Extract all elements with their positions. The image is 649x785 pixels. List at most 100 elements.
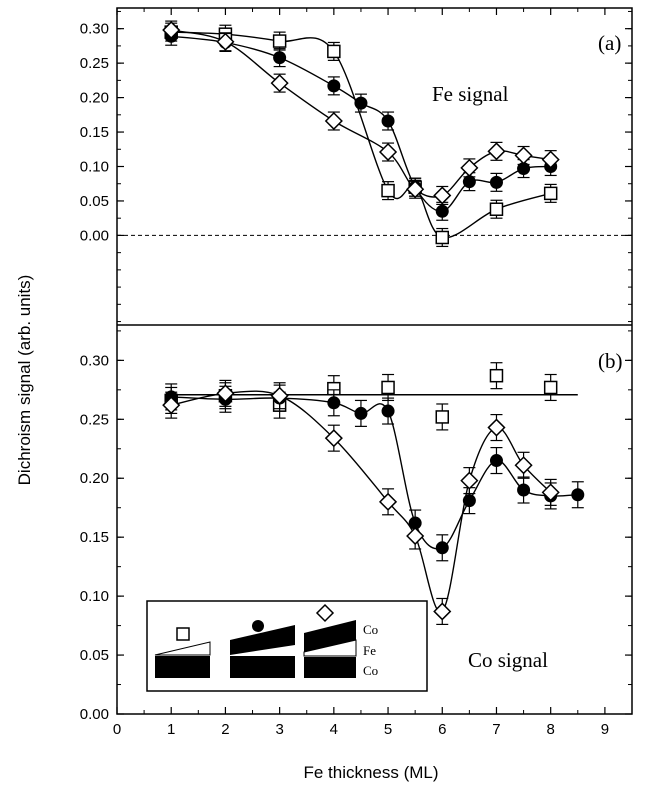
data-point-diamond: [487, 142, 506, 161]
inset-sample-3-fe-layer: [303, 639, 357, 657]
data-point-diamond: [216, 32, 235, 51]
y-tick-label: 0.00: [80, 227, 109, 244]
inset-sample-1-substrate: [155, 656, 210, 678]
data-point-circle: [327, 79, 341, 93]
data-point-circle: [462, 175, 476, 189]
x-tick-label: 4: [330, 721, 338, 738]
inset-legend-square-icon: [176, 627, 190, 641]
data-point-diamond: [270, 386, 289, 405]
data-point-diamond: [514, 456, 533, 475]
y-tick-label: 0.30: [80, 352, 109, 369]
x-tick-label: 8: [547, 721, 555, 738]
x-tick-label: 7: [492, 721, 500, 738]
y-tick-label: 0.15: [80, 124, 109, 141]
series-fit-curve: [171, 396, 578, 550]
y-tick-label: 0.25: [80, 411, 109, 428]
data-point-diamond: [541, 483, 560, 502]
panel-b-annotation: Co signal: [468, 648, 548, 672]
y-axis-title: Dichroism signal (arb. units): [15, 275, 34, 486]
data-point-square: [272, 34, 287, 48]
data-point-diamond: [406, 526, 425, 546]
data-point-square: [543, 186, 558, 201]
data-point-circle: [489, 454, 503, 468]
y-tick-label: 0.25: [80, 55, 109, 72]
data-point-circle: [435, 541, 449, 555]
panel-a-annotation: Fe signal: [432, 82, 509, 106]
y-tick-label: 0.20: [80, 470, 109, 487]
data-point-square: [381, 183, 395, 198]
data-point-circle: [571, 488, 585, 502]
data-point-diamond: [406, 180, 425, 199]
x-tick-label: 0: [113, 721, 121, 738]
data-point-circle: [517, 162, 531, 176]
data-point-square: [489, 368, 504, 383]
data-point-circle: [435, 204, 449, 218]
data-point-diamond: [378, 492, 398, 511]
data-point-square: [327, 44, 341, 59]
x-tick-label: 9: [601, 721, 609, 738]
data-point-square: [435, 230, 450, 245]
inset-sample-3-top-layer: [304, 620, 356, 652]
series-open-diamond: [162, 379, 560, 626]
panel-a-label: (a): [598, 31, 621, 55]
data-point-diamond: [324, 429, 343, 448]
data-point-square: [489, 202, 504, 216]
y-tick-label: 0.30: [80, 21, 109, 38]
y-tick-label: 0.15: [80, 529, 109, 546]
series-filled-circle: [164, 26, 558, 221]
data-point-circle: [354, 406, 368, 420]
panel-b-co-signal: 0.00 0.05 0.10 0.15 0.20 0.25 0.30: [80, 324, 632, 723]
inset-legend-diamond-icon: [315, 603, 335, 623]
data-point-square: [381, 380, 395, 395]
inset-label-co-top: Co: [363, 622, 378, 637]
x-axis-title: Fe thickness (ML): [303, 763, 438, 782]
data-point-circle: [489, 175, 503, 189]
inset-sample-2-substrate: [230, 656, 295, 678]
y-tick-label: 0.05: [80, 193, 109, 210]
x-tick-label: 1: [167, 721, 175, 738]
series-filled-circle: [164, 383, 585, 562]
data-point-square: [543, 380, 558, 395]
data-point-square: [435, 410, 450, 424]
panel-b-label: (b): [598, 349, 623, 373]
y-tick-label: 0.05: [80, 647, 109, 664]
data-point-diamond: [433, 602, 452, 621]
data-point-diamond: [433, 186, 452, 205]
data-point-diamond: [541, 150, 560, 169]
plot-border: [116, 7, 633, 715]
data-point-diamond: [460, 471, 479, 490]
data-point-circle: [381, 404, 395, 418]
data-point-circle: [273, 51, 287, 65]
panel-a-fe-signal: 0.00 0.05 0.10 0.15 0.20 0.25 0.30: [80, 10, 632, 323]
inset-sample-2-wedge: [230, 625, 295, 655]
data-point-circle: [381, 114, 395, 128]
y-tick-label: 0.20: [80, 90, 109, 107]
inset-legend-circle-icon: [252, 620, 264, 632]
data-point-diamond: [162, 396, 181, 415]
x-axis: 0 1 2 3 4 5 6 7 8 9: [113, 8, 633, 738]
inset-sample-1-wedge: [154, 641, 211, 656]
data-point-circle: [327, 396, 341, 410]
inset-label-fe: Fe: [363, 643, 376, 658]
data-point-circle: [517, 483, 531, 497]
data-point-diamond: [162, 20, 181, 40]
data-point-diamond: [378, 142, 398, 162]
series-open-diamond: [162, 20, 560, 206]
data-point-diamond: [324, 111, 343, 131]
x-tick-label: 6: [438, 721, 446, 738]
series-fit-curve: [171, 29, 551, 198]
data-point-diamond: [460, 158, 479, 177]
series-open-square: [164, 22, 558, 248]
data-point-diamond: [487, 418, 506, 437]
data-point-diamond: [514, 146, 533, 165]
data-point-circle: [354, 96, 368, 110]
x-tick-label: 3: [275, 721, 283, 738]
y-tick-label: 0.10: [80, 159, 109, 176]
plot-frame: [116, 7, 633, 715]
x-tick-label: 5: [384, 721, 392, 738]
data-point-diamond: [216, 384, 235, 403]
x-tick-label: 2: [221, 721, 229, 738]
data-point-diamond: [270, 74, 289, 93]
inset-sample-3-substrate: [304, 657, 356, 678]
